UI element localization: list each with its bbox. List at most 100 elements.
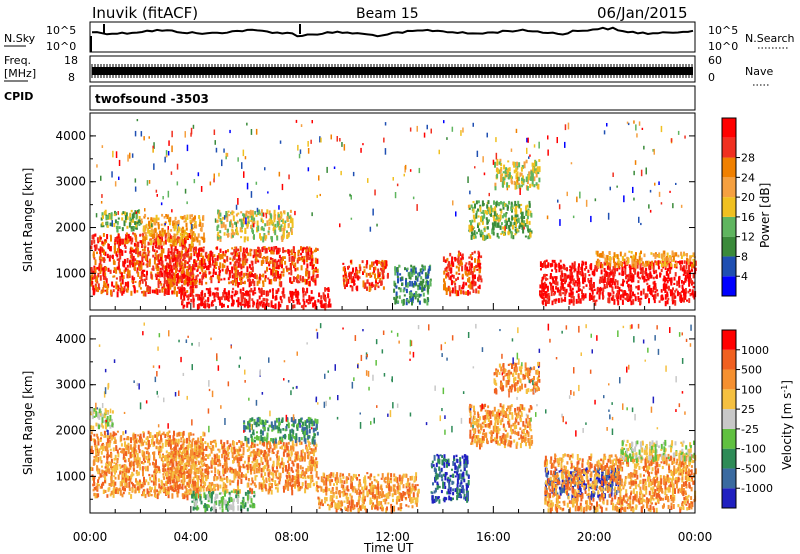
heatmap-cell [136, 267, 139, 271]
heatmap-cell [126, 238, 129, 245]
heatmap-cell [156, 489, 159, 493]
heatmap-cell [117, 217, 120, 220]
heatmap-cell [488, 219, 490, 222]
heatmap-cell [355, 272, 358, 278]
heatmap-cell [230, 232, 233, 239]
heatmap-cell [254, 259, 257, 264]
heatmap-cell [154, 252, 157, 256]
heatmap-cell [682, 273, 685, 276]
heatmap-cell [295, 294, 298, 298]
heatmap-cell [320, 137, 322, 143]
heatmap-cell [262, 273, 265, 278]
heatmap-cell [131, 249, 134, 253]
heatmap-cell [305, 257, 308, 263]
heatmap-cell [568, 281, 571, 288]
heatmap-cell [403, 294, 406, 297]
heatmap-cell [306, 246, 308, 250]
heatmap-cell [158, 483, 161, 489]
heatmap-cell [116, 488, 119, 493]
heatmap-cell [421, 287, 424, 293]
heatmap-cell [200, 247, 203, 252]
heatmap-cell [188, 233, 191, 238]
heatmap-cell [376, 223, 378, 227]
heatmap-cell [676, 290, 679, 297]
heatmap-cell [261, 219, 264, 224]
heatmap-cell [147, 241, 150, 246]
heatmap-cell [288, 254, 291, 257]
heatmap-cell [641, 266, 644, 273]
heatmap-cell [217, 209, 220, 215]
heatmap-cell [214, 258, 217, 263]
heatmap-cell [455, 271, 458, 275]
heatmap-cell [471, 225, 473, 232]
heatmap-cell [302, 276, 304, 282]
heatmap-cell [276, 262, 279, 266]
heatmap-cell [515, 167, 518, 173]
heatmap-cell [157, 266, 160, 272]
heatmap-cell [95, 244, 98, 250]
heatmap-cell [169, 279, 172, 285]
heatmap-cell [123, 269, 126, 274]
heatmap-cell [142, 462, 145, 465]
heatmap-cell [116, 221, 119, 225]
heatmap-cell [521, 165, 524, 169]
heatmap-cell [220, 278, 223, 281]
heatmap-cell [204, 292, 206, 298]
heatmap-cell [271, 288, 274, 292]
heatmap-cell [538, 177, 541, 183]
heatmap-cell [426, 124, 428, 130]
heatmap-cell [180, 452, 183, 458]
heatmap-cell [464, 266, 467, 271]
heatmap-cell [260, 236, 262, 241]
heatmap-cell [645, 271, 648, 277]
heatmap-cell [620, 260, 622, 265]
heatmap-cell [181, 250, 183, 254]
heatmap-cell [102, 215, 104, 219]
heatmap-cell [426, 284, 429, 291]
heatmap-cell [273, 224, 276, 227]
heatmap-cell [180, 288, 183, 295]
heatmap-cell [178, 227, 181, 232]
heatmap-cell [227, 249, 229, 253]
heatmap-cell [216, 219, 219, 223]
heatmap-cell [374, 266, 377, 271]
heatmap-cell [308, 271, 311, 277]
heatmap-cell [253, 287, 256, 292]
heatmap-cell [680, 255, 683, 259]
heatmap-cell [507, 231, 510, 234]
heatmap-cell [349, 260, 352, 263]
heatmap-cell [152, 245, 154, 252]
heatmap-cell [150, 480, 153, 483]
heatmap-cell [241, 276, 244, 279]
heatmap-cell [127, 239, 130, 243]
heatmap-cell [249, 215, 252, 218]
heatmap-cell [196, 304, 199, 310]
heatmap-cell [670, 138, 673, 142]
heatmap-cell [597, 254, 600, 257]
heatmap-cell [382, 267, 385, 273]
heatmap-cell [239, 218, 241, 222]
heatmap-cell [179, 288, 182, 293]
heatmap-cell [312, 264, 315, 269]
heatmap-cell [172, 272, 175, 276]
heatmap-cell [109, 432, 112, 438]
heatmap-cell [98, 448, 101, 451]
heatmap-cell [194, 251, 197, 254]
heatmap-cell [581, 268, 584, 273]
heatmap-cell [109, 222, 112, 227]
heatmap-cell [231, 223, 234, 229]
heatmap-cell [210, 275, 213, 278]
heatmap-cell [594, 264, 597, 270]
heatmap-cell [269, 289, 272, 293]
heatmap-cell [537, 171, 540, 175]
heatmap-cell [632, 277, 635, 282]
heatmap-cell [182, 482, 185, 486]
heatmap-cell [200, 186, 203, 192]
heatmap-cell [126, 236, 129, 241]
heatmap-cell [93, 492, 96, 497]
heatmap-cell [314, 268, 317, 272]
heatmap-cell [127, 268, 130, 275]
heatmap-cell [527, 137, 529, 143]
heatmap-cell [236, 299, 238, 303]
heatmap-cell [180, 465, 183, 472]
